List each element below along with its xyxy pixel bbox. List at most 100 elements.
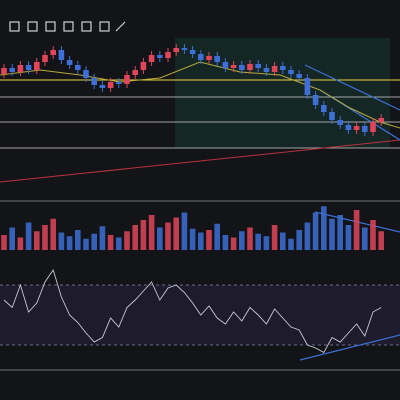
candle-body — [132, 70, 138, 75]
candle-body — [9, 68, 15, 72]
candle-body — [230, 65, 237, 68]
volume-bar — [181, 212, 188, 250]
volume-bar — [288, 238, 294, 250]
candle-body — [116, 82, 122, 84]
volume-bar — [296, 230, 302, 250]
volume-bar — [353, 210, 360, 250]
candle-body — [263, 68, 270, 72]
volume-bar — [132, 225, 138, 250]
volume-bar — [66, 236, 73, 250]
tool-icon[interactable] — [45, 21, 56, 32]
candle-body — [66, 60, 73, 65]
volume-bar — [165, 222, 171, 250]
candle-body — [337, 120, 343, 125]
volume-bar — [206, 230, 212, 250]
volume-bar — [329, 218, 335, 250]
trend-line — [0, 139, 400, 183]
candle-body — [214, 56, 220, 62]
candle-body — [353, 126, 360, 130]
volume-bar — [304, 222, 311, 250]
candle-body — [312, 95, 319, 105]
candle-body — [157, 55, 163, 58]
volume-bar — [75, 230, 81, 250]
candle-body — [345, 125, 352, 130]
volume-bar — [312, 212, 319, 250]
highlight-zone — [175, 38, 390, 148]
tool-icon[interactable] — [63, 21, 74, 32]
candle-body — [296, 74, 302, 78]
candle-body — [1, 68, 7, 74]
candle-body — [34, 62, 40, 70]
volume-bar — [1, 235, 7, 250]
volume-bar — [83, 238, 89, 250]
volume-bar — [99, 226, 106, 250]
candle-body — [148, 55, 155, 62]
candle-body — [83, 70, 89, 78]
volume-bar — [362, 227, 368, 250]
tool-icon[interactable] — [115, 21, 126, 32]
candle-body — [42, 55, 48, 62]
candle-body — [288, 70, 294, 74]
candle-body — [370, 122, 376, 132]
candle-body — [107, 82, 114, 88]
volume-bar — [50, 218, 56, 250]
volume-bar — [214, 223, 220, 250]
candle-body — [173, 48, 179, 52]
volume-bar — [173, 217, 179, 250]
volume-bar — [91, 233, 97, 250]
volume-bar — [321, 206, 327, 250]
candle-body — [239, 65, 245, 70]
candle-body — [165, 52, 171, 58]
volume-bar — [370, 220, 376, 250]
toolbar — [9, 21, 126, 32]
candle-body — [181, 48, 188, 50]
volume-bar — [239, 231, 245, 250]
volume-bar — [124, 231, 130, 250]
volume-bar — [189, 228, 196, 250]
candle-body — [75, 65, 81, 70]
candle-body — [222, 62, 229, 68]
candle-body — [140, 62, 147, 70]
volume-bar — [255, 233, 261, 250]
tool-icon[interactable] — [9, 21, 20, 32]
volume-bar — [42, 225, 48, 250]
volume-bar — [9, 227, 15, 250]
rsi-band — [0, 285, 400, 345]
candle-body — [329, 112, 335, 120]
candle-body — [271, 66, 278, 72]
volume-bar — [198, 232, 204, 250]
trend-line — [299, 334, 400, 361]
volume-bar — [247, 227, 253, 250]
tool-icon[interactable] — [81, 21, 92, 32]
volume-bar — [378, 231, 384, 250]
volume-bar — [58, 232, 65, 250]
volume-bar — [17, 237, 24, 250]
trend-line — [304, 64, 400, 111]
candle-body — [247, 64, 253, 70]
candle-body — [58, 50, 65, 60]
candle-body — [304, 78, 311, 95]
volume-bar — [107, 235, 114, 250]
candle-body — [17, 65, 24, 72]
volume-bar — [230, 237, 237, 250]
volume-bar — [157, 227, 163, 250]
volume-bar — [271, 225, 278, 250]
candle-body — [362, 126, 368, 132]
volume-bar — [337, 215, 343, 250]
candle-body — [99, 85, 106, 88]
candle-body — [321, 105, 327, 112]
volume-bar — [263, 236, 270, 250]
candle-body — [25, 65, 32, 70]
candle-body — [280, 66, 286, 70]
tool-icon[interactable] — [27, 21, 38, 32]
candle-body — [198, 54, 204, 60]
rsi-line — [3, 268, 382, 354]
candle-body — [91, 78, 97, 85]
volume-bar — [280, 232, 286, 250]
moving-average — [0, 61, 400, 129]
volume-bar — [148, 215, 155, 250]
tool-icon[interactable] — [99, 21, 110, 32]
volume-bar — [222, 235, 229, 250]
volume-bar — [140, 220, 147, 250]
